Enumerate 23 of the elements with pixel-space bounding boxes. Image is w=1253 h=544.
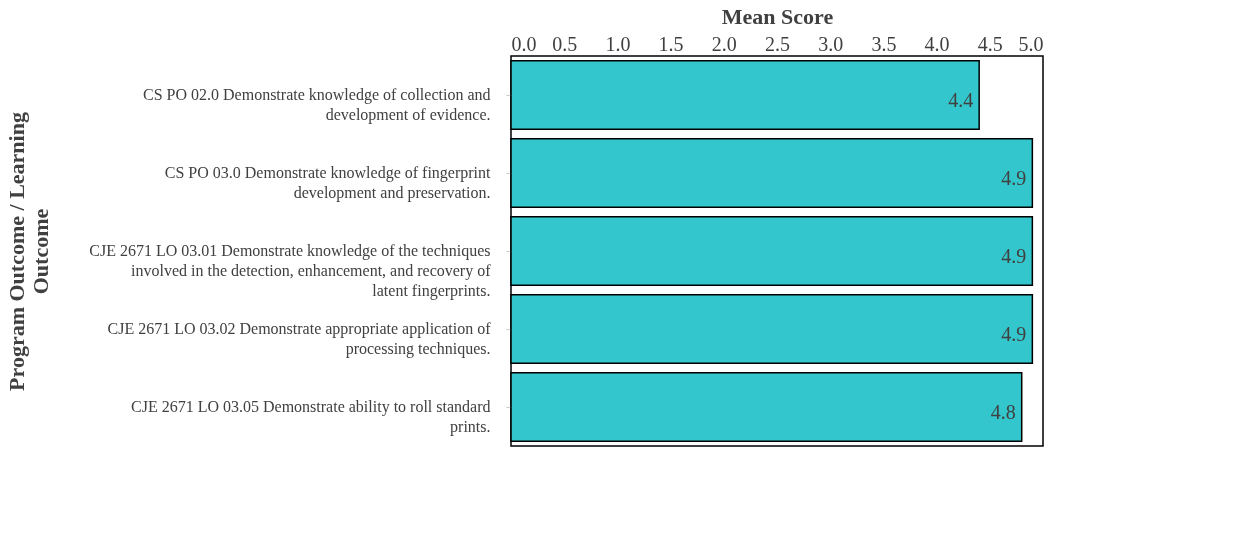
x-tick-label: 3.5	[871, 32, 897, 55]
y-tick-label: CJE 2671 LO 03.02 Demonstrate appropriate application of processing techniques.	[107, 320, 492, 358]
y-tick-label: CS PO 03.0 Demonstrate knowledge of fingerprint development and preservation.	[164, 164, 492, 202]
data-label: 4.4	[948, 89, 974, 111]
x-tick-label: 5.0	[1018, 32, 1044, 55]
x-tick-label: 4.5	[977, 32, 1003, 55]
x-tick-label: 0.5	[552, 32, 578, 55]
x-tick-label: 3.0	[818, 32, 844, 55]
x-tick-label: 2.5	[765, 32, 790, 55]
x-axis-title: Mean Score	[721, 3, 834, 29]
y-tick-label: CJE 2671 LO 03.05 Demonstrate ability to roll standard prints.	[131, 398, 491, 436]
data-label: 4.9	[1001, 167, 1027, 189]
x-tick-label: 1.5	[658, 32, 684, 55]
data-label: 4.9	[1001, 245, 1027, 267]
x-tick-label: 4.0	[924, 32, 950, 55]
y-tick-label: CJE 2671 LO 03.01 Demonstrate knowledge of the techniques involved in the detection, enhancement, and recovery of latent fingerprints.	[89, 242, 492, 300]
x-tick-label: 2.0	[711, 32, 737, 55]
x-tick-label: 1.0	[605, 32, 631, 55]
x-tick-label: 0.0	[511, 32, 537, 55]
data-label: 4.8	[990, 401, 1016, 423]
data-label: 4.9	[1001, 323, 1027, 345]
y-axis-title: Program Outcome / Learning Outcome	[3, 112, 53, 391]
y-tick-label: CS PO 02.0 Demonstrate knowledge of collection and development of evidence.	[143, 86, 491, 124]
